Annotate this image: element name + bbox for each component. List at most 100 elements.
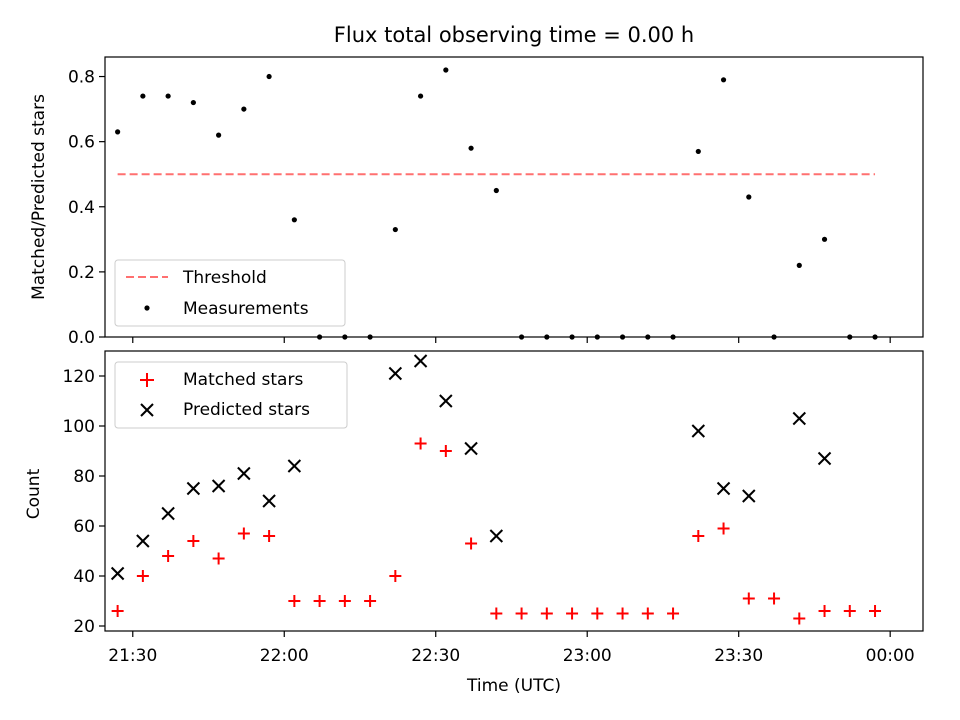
measurement-point [619, 334, 626, 340]
matched-stars-point [237, 527, 250, 540]
predicted-mark-b [413, 354, 428, 368]
measurement-point [367, 334, 373, 340]
matched-stars-point [414, 437, 427, 450]
matched-stars-point [717, 522, 730, 535]
legend-predicted-swatch [140, 403, 154, 417]
x-tick-label: 21:30 [108, 646, 157, 666]
predicted-mark-b [287, 459, 302, 473]
count-legend-box [114, 361, 348, 429]
measurement-point [115, 129, 121, 135]
count-y-tick-label: 20 [73, 617, 95, 637]
matched-stars-point [843, 605, 856, 617]
predicted-mark-b [817, 451, 832, 466]
ratio-y-tick-label: 0.0 [68, 328, 95, 348]
predicted-stars-point [792, 411, 806, 426]
matched-stars-point [288, 595, 301, 607]
predicted-mark-b [262, 494, 276, 508]
matched-stars-point [869, 605, 882, 617]
measurement-point [266, 73, 272, 80]
count-plot-frame [104, 350, 924, 632]
ratio-y-tick-label: 0.8 [68, 68, 95, 88]
matched-stars-point [641, 607, 654, 620]
count-y-tick-label: 60 [73, 517, 95, 537]
predicted-mark-b [716, 481, 731, 496]
matched-stars-point [591, 607, 604, 620]
matched-stars-point [742, 592, 755, 605]
measurement-point [670, 334, 676, 340]
matched-stars-point [768, 592, 781, 605]
predicted-mark-b [161, 506, 175, 521]
predicted-stars-point [161, 506, 175, 521]
measurement-point [417, 93, 424, 99]
predicted-stars-point [262, 494, 276, 508]
legend-threshold-label: Threshold [182, 268, 267, 288]
predicted-mark-b [691, 424, 706, 438]
measurement-point [746, 194, 752, 200]
matched-stars-point [338, 595, 351, 607]
count-y-tick-label: 100 [63, 417, 95, 437]
matched-stars-point [490, 607, 503, 620]
predicted-stars-point [237, 466, 251, 481]
predicted-stars-point [413, 354, 428, 368]
measurement-point [518, 334, 525, 340]
predicted-stars-point [136, 534, 150, 548]
predicted-stars-point [464, 441, 478, 456]
predicted-stars-point [716, 481, 731, 496]
x-tick-label: 22:30 [411, 646, 460, 666]
ratio-y-tick-label: 0.4 [68, 198, 95, 218]
matched-stars-point [439, 445, 452, 457]
measurement-point [821, 236, 828, 242]
x-axis-label: Time (UTC) [466, 676, 561, 696]
predicted-mark-b [464, 441, 478, 456]
ratio-panel: Matched/Predicted stars [29, 56, 924, 338]
predicted-stars-point [742, 489, 756, 503]
ratio-y-tick-label: 0.6 [68, 133, 95, 153]
x-tick-label: 23:30 [714, 646, 763, 666]
predicted-mark-b [439, 394, 453, 408]
x-tick-label: 00:00 [866, 646, 915, 666]
matched-stars-point [162, 550, 175, 562]
ratio-y-tick-label: 0.2 [68, 263, 95, 283]
measurement-point [241, 106, 247, 112]
matched-stars-point [389, 570, 402, 582]
count-y-tick-label: 120 [63, 367, 95, 387]
x-tick-label: 22:00 [260, 646, 309, 666]
matched-stars-point [187, 535, 200, 547]
measurement-point [695, 148, 701, 155]
measurement-point [720, 77, 727, 83]
count-y-axis-label: Count [24, 468, 44, 519]
legend-matched-label: Matched stars [183, 370, 303, 390]
matched-stars-point [313, 595, 326, 607]
measurement-point [645, 334, 651, 340]
matched-stars-point [818, 605, 831, 617]
matched-stars-point [263, 530, 276, 542]
predicted-mark-b [388, 366, 403, 381]
matched-stars-point [364, 595, 377, 607]
predicted-stars-point [439, 394, 453, 408]
legend-predicted-label: Predicted stars [183, 400, 310, 420]
predicted-stars-point [388, 366, 403, 381]
x-tick-label: 23:00 [563, 646, 612, 666]
matched-stars-point [136, 570, 149, 582]
measurement-point [392, 226, 398, 233]
predicted-stars-point [691, 424, 706, 438]
measurement-point [291, 217, 297, 223]
matched-stars-point [540, 607, 553, 620]
predicted-mark-b [742, 489, 756, 503]
ratio-legend: Threshold Measurements [114, 259, 346, 327]
matched-stars-point [111, 605, 124, 617]
matched-stars-point [692, 530, 705, 542]
measurement-point [468, 145, 474, 151]
measurement-point [847, 334, 853, 340]
predicted-mark-b [110, 566, 125, 581]
legend-matched-swatch [140, 373, 154, 387]
matched-stars-point [515, 607, 528, 620]
measurement-point [190, 99, 196, 106]
measurement-point [316, 334, 323, 340]
ratio-plot-frame [104, 56, 924, 338]
matched-stars-point [465, 537, 478, 550]
measurement-point [165, 93, 171, 99]
matched-stars-point [566, 607, 579, 620]
predicted-mark-b [186, 481, 201, 496]
